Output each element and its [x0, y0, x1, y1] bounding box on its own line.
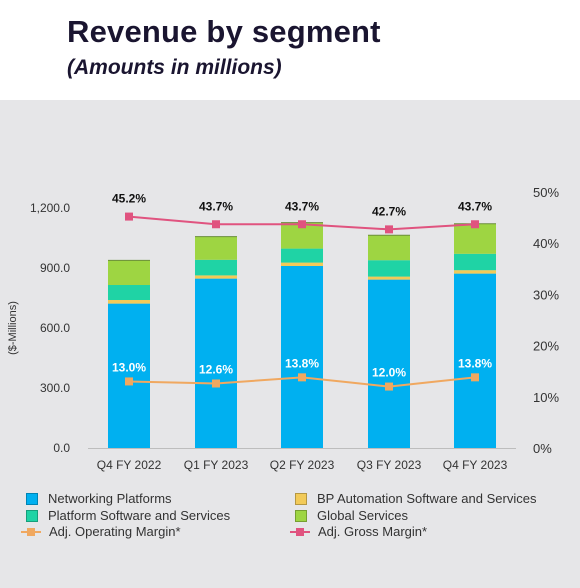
x-tick-label: Q2 FY 2023 [270, 458, 335, 472]
bar-bp-automation-software-and-services [454, 270, 496, 274]
bar-networking-platforms [281, 266, 323, 448]
operating-margin-label: 13.0% [112, 360, 146, 374]
bar-global-services [454, 223, 496, 254]
marker-gross-margin [212, 220, 220, 229]
header-panel: Revenue by segment (Amounts in millions) [0, 0, 580, 100]
bar-platform-software-and-services [454, 253, 496, 271]
bar-networking-platforms [454, 273, 496, 448]
operating-margin-label: 13.8% [285, 356, 319, 370]
page-title: Revenue by segment [67, 14, 381, 49]
marker-operating-margin [298, 373, 306, 382]
bar-networking-platforms [195, 278, 237, 448]
bar-networking-platforms [108, 303, 150, 448]
gross-margin-label: 43.7% [285, 199, 319, 213]
operating-margin-label: 12.0% [372, 366, 406, 380]
marker-gross-margin [471, 220, 479, 229]
marker-operating-margin [125, 377, 133, 386]
bar-platform-software-and-services [195, 259, 237, 276]
y2-tick-label: 10% [533, 390, 559, 405]
operating-margin-label: 13.8% [458, 356, 492, 370]
y2-tick-label: 0% [533, 441, 552, 456]
y-tick-label: 1,200.0 [30, 201, 70, 215]
x-tick-label: Q4 FY 2022 [97, 458, 162, 472]
bar-bp-automation-software-and-services [195, 275, 237, 279]
gross-margin-label: 43.7% [199, 199, 233, 213]
gross-margin-label: 43.7% [458, 199, 492, 213]
bar-global-services [368, 235, 410, 261]
marker-operating-margin [471, 373, 479, 382]
marker-operating-margin [212, 379, 220, 388]
y-tick-label: 0.0 [53, 441, 70, 455]
bar-bp-automation-software-and-services [108, 300, 150, 304]
y2-tick-label: 40% [533, 236, 559, 251]
bar-platform-software-and-services [368, 260, 410, 277]
x-tick-label: Q4 FY 2023 [443, 458, 508, 472]
y2-tick-label: 30% [533, 287, 559, 302]
x-tick-label: Q1 FY 2023 [184, 458, 249, 472]
bar-platform-software-and-services [281, 248, 323, 263]
operating-margin-label: 12.6% [199, 362, 233, 376]
page-subtitle: (Amounts in millions) [67, 56, 282, 79]
marker-gross-margin [125, 212, 133, 221]
y-tick-label: 900.0 [40, 261, 70, 275]
bar-bp-automation-software-and-services [368, 276, 410, 280]
bar-platform-software-and-services [108, 285, 150, 300]
bar-bp-automation-software-and-services [281, 262, 323, 266]
y-tick-label: 600.0 [40, 321, 70, 335]
y2-tick-label: 50% [533, 185, 559, 200]
x-tick-label: Q3 FY 2023 [357, 458, 422, 472]
y-tick-label: 300.0 [40, 381, 70, 395]
bar-global-services [108, 260, 150, 285]
marker-gross-margin [298, 220, 306, 229]
bar-networking-platforms [368, 279, 410, 448]
marker-gross-margin [385, 225, 393, 234]
y-axis-label: ($-Millions) [7, 301, 19, 355]
y2-tick-label: 20% [533, 339, 559, 354]
gross-margin-label: 45.2% [112, 192, 146, 206]
gross-margin-label: 42.7% [372, 204, 406, 218]
bar-global-services [195, 236, 237, 260]
marker-operating-margin [385, 382, 393, 391]
